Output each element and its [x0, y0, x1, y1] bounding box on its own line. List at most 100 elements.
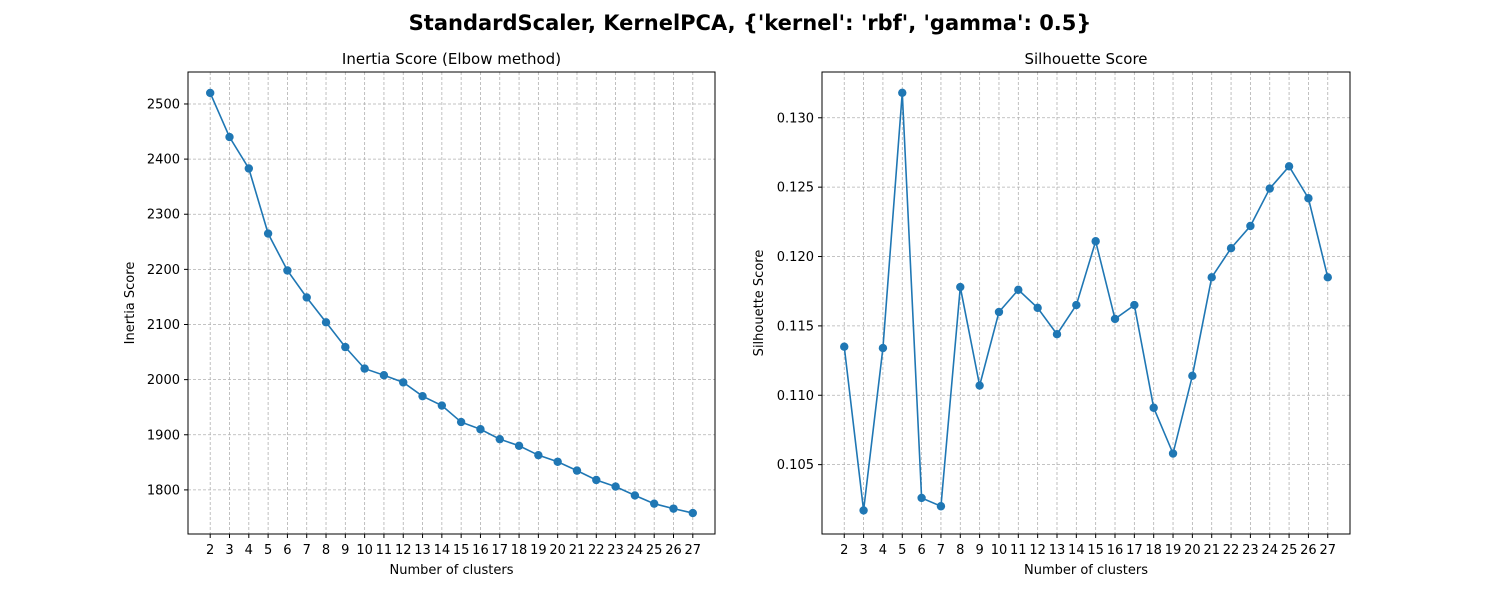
inertia-ytick-label: 2200 [147, 263, 180, 278]
inertia-data-point [688, 508, 698, 518]
inertia-ytick-label: 2000 [147, 373, 180, 388]
silhouette-chart-xlabel: Number of clusters [1024, 563, 1148, 578]
silhouette-data-point [956, 282, 965, 292]
silhouette-data-point [1149, 403, 1158, 412]
inertia-grid [188, 72, 715, 534]
silhouette-xtick-label: 17 [1126, 543, 1143, 558]
inertia-data-point [399, 378, 408, 387]
silhouette-data-point [1226, 243, 1236, 253]
inertia-xtick-label: 11 [376, 543, 393, 558]
inertia-data-point [244, 164, 254, 173]
silhouette-xtick-label: 19 [1165, 543, 1182, 558]
inertia-chart: Inertia Score (Elbow method) Number of c… [123, 50, 716, 578]
inertia-data-point [302, 293, 311, 302]
silhouette-xtick-label: 12 [1029, 543, 1046, 558]
silhouette-grid [822, 72, 1350, 534]
silhouette-data-point [994, 307, 1004, 317]
silhouette-chart: Silhouette Score Number of clusters Silh… [752, 50, 1351, 578]
inertia-xtick-label: 12 [395, 543, 412, 558]
inertia-xtick-label: 19 [530, 543, 547, 558]
silhouette-data-point [1246, 221, 1255, 231]
inertia-data-point [225, 132, 234, 142]
inertia-ytick-label: 1800 [147, 483, 180, 498]
silhouette-xtick-label: 15 [1087, 543, 1104, 558]
inertia-series-line [209, 92, 693, 514]
silhouette-data-point [1072, 300, 1081, 310]
silhouette-xtick-label: 23 [1242, 543, 1259, 558]
silhouette-data-point [878, 343, 888, 353]
inertia-ytick-label: 1900 [147, 428, 180, 443]
inertia-xtick-label: 22 [588, 543, 605, 558]
inertia-chart-xlabel: Number of clusters [389, 563, 513, 578]
silhouette-xtick-label: 3 [859, 543, 867, 558]
inertia-data-point [379, 371, 389, 380]
inertia-ytick-label: 2400 [147, 153, 180, 168]
silhouette-data-point [936, 502, 946, 511]
inertia-data-point [283, 266, 292, 275]
silhouette-xtick-label: 8 [956, 543, 964, 558]
inertia-xtick-label: 9 [341, 543, 349, 558]
inertia-xtick-label: 23 [607, 543, 624, 558]
silhouette-data-point [1091, 237, 1100, 246]
silhouette-data-point [840, 342, 849, 351]
inertia-xtick-label: 15 [453, 543, 470, 558]
inertia-xtick-label: 2 [206, 543, 214, 558]
silhouette-xtick-label: 4 [879, 543, 887, 558]
silhouette-data-point [898, 88, 907, 98]
silhouette-data-point [1304, 194, 1313, 203]
inertia-xtick-label: 25 [646, 543, 663, 558]
silhouette-data-point [917, 493, 926, 503]
inertia-xtick-label: 18 [511, 543, 528, 558]
silhouette-ytick-label: 0.130 [777, 111, 814, 126]
silhouette-xtick-label: 13 [1049, 543, 1066, 558]
silhouette-xtick-label: 6 [917, 543, 925, 558]
inertia-xtick-label: 14 [434, 543, 451, 558]
silhouette-xtick-label: 27 [1319, 543, 1336, 558]
silhouette-series-line [843, 92, 1329, 511]
silhouette-data-point [1284, 162, 1294, 171]
silhouette-xtick-label: 2 [840, 543, 848, 558]
silhouette-ytick-label: 0.115 [777, 319, 814, 334]
silhouette-data-point [1052, 330, 1062, 339]
silhouette-xtick-label: 20 [1184, 543, 1201, 558]
silhouette-data-point [1014, 285, 1023, 295]
inertia-xtick-label: 8 [322, 543, 330, 558]
figure-suptitle: StandardScaler, KernelPCA, {'kernel': 'r… [409, 11, 1092, 35]
inertia-data-point [360, 364, 369, 373]
inertia-xtick-label: 20 [549, 543, 566, 558]
inertia-xtick-label: 6 [283, 543, 291, 558]
silhouette-xtick-label: 11 [1010, 543, 1027, 558]
silhouette-xtick-label: 7 [937, 543, 945, 558]
inertia-xtick-label: 24 [627, 543, 644, 558]
inertia-ytick-label: 2100 [147, 318, 180, 333]
silhouette-xtick-label: 16 [1107, 543, 1124, 558]
silhouette-data-point [1265, 184, 1274, 193]
inertia-data-point [205, 88, 215, 98]
inertia-data-point [341, 342, 350, 352]
inertia-ytick-label: 2300 [147, 208, 180, 223]
silhouette-xtick-label: 5 [898, 543, 906, 558]
inertia-xtick-label: 7 [303, 543, 311, 558]
silhouette-xtick-label: 26 [1300, 543, 1317, 558]
silhouette-xtick-label: 18 [1145, 543, 1162, 558]
inertia-data-point [669, 504, 678, 513]
inertia-xtick-label: 13 [414, 543, 431, 558]
inertia-data-point [456, 417, 466, 427]
inertia-xtick-label: 17 [491, 543, 508, 558]
inertia-xtick-label: 10 [356, 543, 373, 558]
silhouette-xtick-label: 10 [991, 543, 1008, 558]
inertia-xtick-label: 4 [245, 543, 253, 558]
inertia-data-point [476, 425, 485, 434]
inertia-data-point [630, 491, 640, 500]
inertia-data-point [495, 434, 504, 444]
silhouette-ytick-label: 0.120 [777, 250, 814, 265]
inertia-chart-ylabel: Inertia Score [123, 262, 138, 345]
inertia-chart-title: Inertia Score (Elbow method) [342, 50, 561, 68]
silhouette-xtick-label: 25 [1281, 543, 1298, 558]
silhouette-ytick-label: 0.110 [777, 389, 814, 404]
inertia-data-point [611, 482, 620, 491]
silhouette-data-point [975, 381, 984, 390]
silhouette-xtick-label: 24 [1261, 543, 1278, 558]
silhouette-xtick-label: 22 [1223, 543, 1240, 558]
